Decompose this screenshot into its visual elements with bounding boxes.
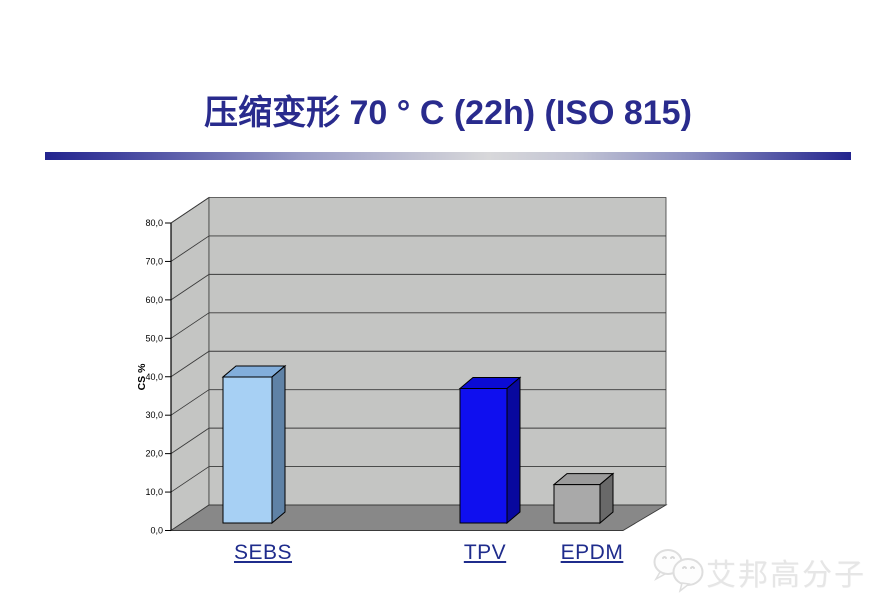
bar-tpv-side — [506, 376, 521, 525]
category-link-tpv[interactable]: TPV — [463, 541, 507, 564]
watermark-text: 艾邦高分子 — [706, 559, 866, 592]
category-link-sebs[interactable]: SEBS — [233, 541, 293, 564]
bar-sebs-side — [271, 364, 286, 525]
bar-tpv-front — [459, 387, 508, 524]
y-tick-label: 60,0 — [145, 295, 163, 305]
chart-floor — [169, 504, 668, 531]
wechat-bubbles-icon — [653, 549, 704, 593]
title-divider — [45, 152, 851, 160]
y-tick-label: 20,0 — [145, 449, 163, 459]
y-axis-title: CS % — [136, 363, 148, 391]
watermark: 艾邦高分子 — [648, 541, 868, 603]
gridline-slant — [170, 350, 210, 378]
y-tick-label: 0,0 — [150, 526, 163, 536]
gridline-slant — [170, 389, 210, 416]
y-tick-label: 50,0 — [145, 333, 163, 343]
gridline-slant — [170, 466, 210, 493]
category-link-epdm[interactable]: EPDM — [560, 541, 624, 564]
page-title: 压缩变形 70 ° C (22h) (ISO 815) — [204, 94, 692, 132]
y-tick-label: 10,0 — [145, 487, 163, 497]
y-tick-label: 80,0 — [145, 218, 163, 228]
y-tick-label: 30,0 — [145, 410, 163, 420]
bar-sebs-front — [222, 376, 273, 524]
gridline-slant — [170, 427, 210, 454]
compression-set-chart: 0,0 10,0 20,0 30,0 40,0 50,0 60,0 70,0 80,0 CS % — [130, 185, 690, 575]
chart-canvas: 0,0 10,0 20,0 30,0 40,0 50,0 60,0 70,0 80,0 CS % — [136, 196, 668, 536]
gridline-slant — [170, 274, 210, 301]
gridline-slant — [170, 312, 210, 339]
y-tick-label: 40,0 — [145, 372, 163, 382]
gridline-slant — [170, 197, 210, 224]
y-tick-label: 70,0 — [145, 256, 163, 266]
gridline-slant — [170, 235, 210, 262]
bar-epdm-front — [553, 484, 601, 524]
